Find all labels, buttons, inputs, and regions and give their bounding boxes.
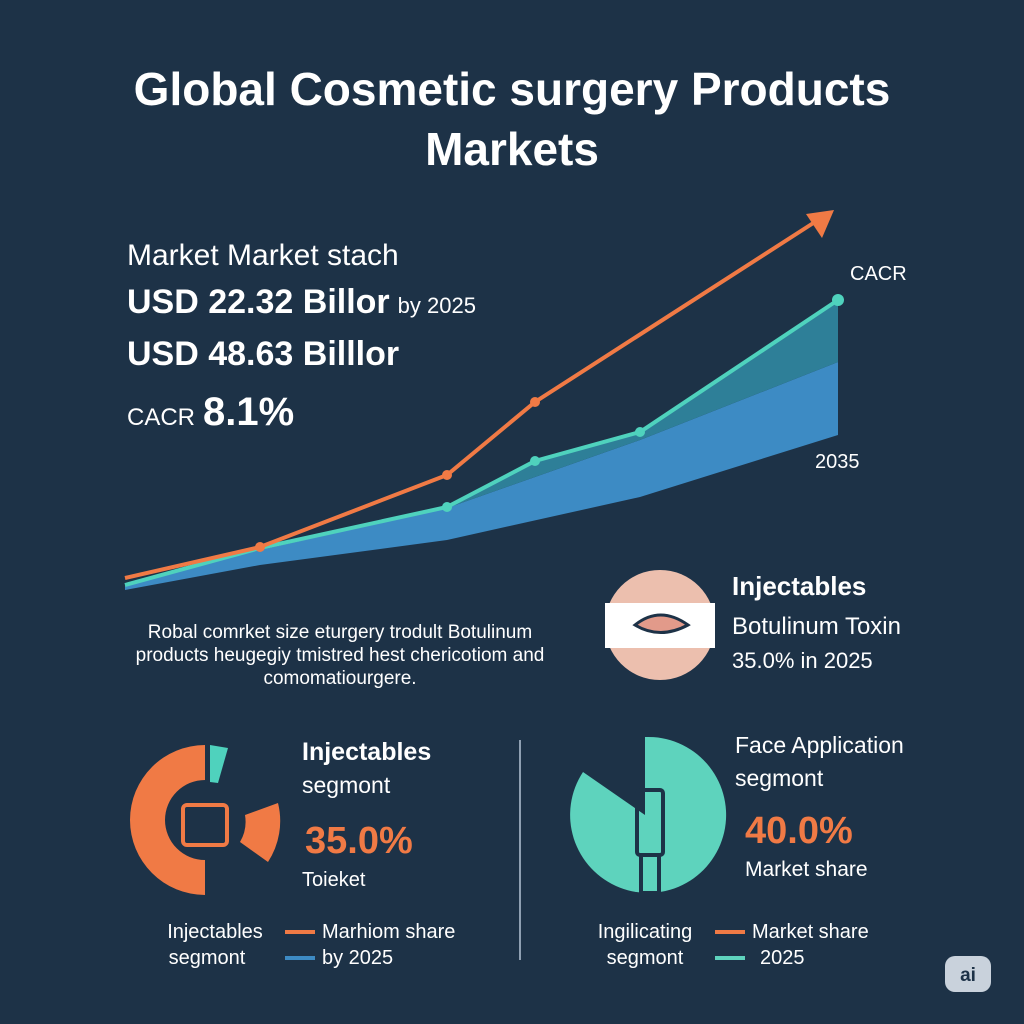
donut: [240, 803, 281, 862]
donut: [210, 745, 228, 783]
chart-label: 2035: [815, 451, 860, 473]
description-line: comomatiourgere.: [263, 668, 416, 689]
legend-item: Market share: [752, 921, 869, 943]
summary-value: USD 48.63 Billlor: [127, 335, 399, 373]
summary-value: USD 22.32 Billor by 2025: [127, 283, 476, 321]
donut: [130, 745, 205, 895]
segment-value: 40.0%: [745, 810, 853, 852]
points: [442, 294, 844, 512]
title: Markets: [425, 123, 599, 175]
description-line: products heugegiy tmistred hest chericot…: [136, 645, 545, 666]
legend-label: Injectables: [167, 921, 263, 943]
icon: [181, 803, 229, 847]
donut: [570, 736, 727, 893]
legend-label: Ingilicating: [598, 921, 693, 943]
legend-item: by 2025: [322, 947, 393, 969]
badge: [945, 956, 991, 992]
highlight-note: 35.0% in 2025: [732, 648, 873, 673]
badge-text: ai: [960, 965, 976, 986]
summary-cagr: CACR 8.1%: [127, 390, 294, 434]
points: [255, 397, 540, 552]
summary-heading: Market Market stach: [127, 239, 399, 272]
icon: [639, 853, 661, 895]
chart-label: CACR: [850, 263, 907, 285]
highlight-title: Injectables: [732, 571, 866, 601]
legend-label: segmont: [169, 947, 246, 969]
title: Global Cosmetic surgery Products: [134, 63, 891, 115]
segment-value: 35.0%: [305, 820, 413, 862]
icon: [632, 613, 691, 634]
description-line: Robal comrket size eturgery trodult Botu…: [148, 622, 532, 643]
description: Robal comrket size eturgery trodult Botu…: [136, 622, 545, 689]
segment-title: segmont: [735, 765, 824, 791]
segment-title: Injectables: [302, 738, 431, 766]
legend-item: Marhiom share: [322, 921, 455, 943]
segment-note: Toieket: [302, 869, 366, 891]
arrow-head: [806, 210, 834, 238]
highlight-subtitle: Botulinum Toxin: [732, 613, 901, 640]
legend-label: segmont: [607, 947, 684, 969]
segment-note: Market share: [745, 858, 868, 881]
segment-title: Face Application: [735, 732, 904, 758]
segment-title: segmont: [302, 772, 391, 798]
legend-item: 2025: [760, 947, 805, 969]
